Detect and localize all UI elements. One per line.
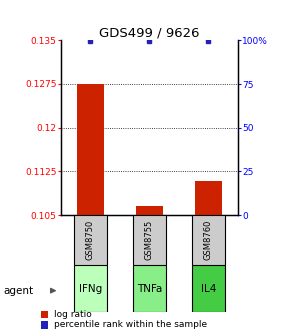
Bar [192, 265, 224, 312]
Text: GSM8760: GSM8760 [204, 220, 213, 260]
Bar [133, 215, 166, 265]
Text: IFNg: IFNg [79, 284, 102, 294]
Bar [192, 215, 224, 265]
Text: GSM8755: GSM8755 [145, 220, 154, 260]
Bar [74, 265, 107, 312]
Title: GDS499 / 9626: GDS499 / 9626 [99, 26, 200, 39]
Text: GSM8750: GSM8750 [86, 220, 95, 260]
Bar [77, 84, 104, 215]
Bar [133, 265, 166, 312]
Bar [41, 310, 48, 318]
Text: log ratio: log ratio [54, 310, 91, 319]
Text: IL4: IL4 [201, 284, 216, 294]
Bar [41, 321, 48, 329]
Bar [74, 215, 107, 265]
Text: agent: agent [3, 286, 33, 296]
Text: percentile rank within the sample: percentile rank within the sample [54, 321, 207, 330]
Bar [136, 206, 163, 215]
Text: TNFa: TNFa [137, 284, 162, 294]
Bar [195, 181, 222, 215]
